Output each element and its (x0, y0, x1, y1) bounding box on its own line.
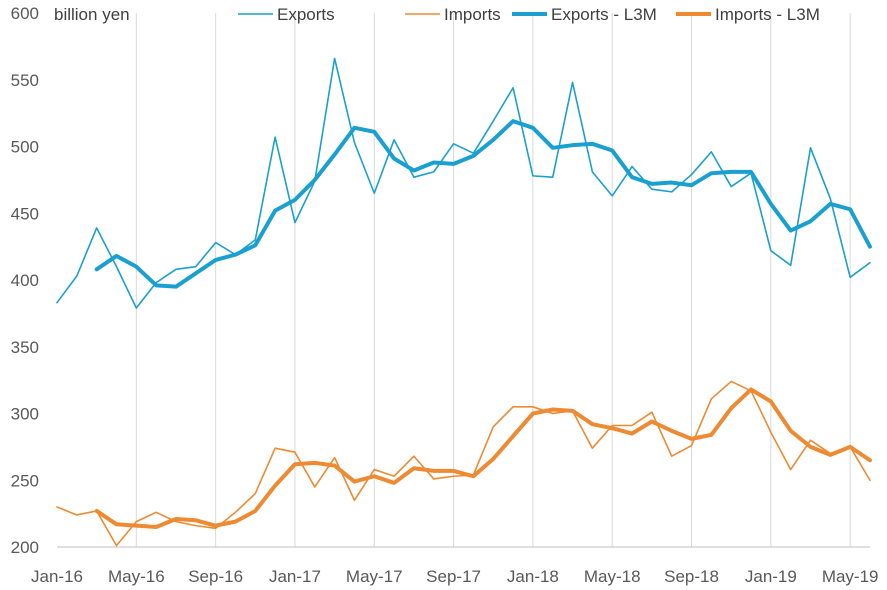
x-tick-label: Sep-16 (188, 567, 243, 586)
y-tick-label: 250 (11, 471, 39, 490)
series-line-exports-l3m (94, 119, 872, 289)
y-tick-label: 200 (11, 538, 39, 557)
series-line-exports (56, 57, 871, 309)
x-tick-label: May-19 (822, 567, 879, 586)
y-tick-label: 300 (11, 405, 39, 424)
y-tick-label: 450 (11, 204, 39, 223)
x-tick-label: May-18 (584, 567, 641, 586)
x-tick-label: Sep-17 (426, 567, 481, 586)
x-tick-label: Jan-16 (31, 567, 83, 586)
x-tick-label: Jan-17 (269, 567, 321, 586)
legend-label: Imports (444, 5, 501, 24)
x-tick-label: Jan-18 (507, 567, 559, 586)
y-axis-tick-labels: 200 250 300 350 400 450 500 550 600 (11, 4, 39, 557)
y-tick-label: 550 (11, 71, 39, 90)
legend-label: Imports - L3M (715, 5, 820, 24)
x-tick-label: May-16 (108, 567, 165, 586)
legend-label: Exports (277, 5, 335, 24)
series-lines (56, 57, 872, 547)
x-axis-tick-labels: Jan-16 May-16 Sep-16 Jan-17 May-17 Sep-17 Jan-… (31, 567, 879, 586)
vertical-gridlines (135, 13, 851, 547)
x-tick-label: May-17 (346, 567, 403, 586)
legend: Exports Imports Exports - L3M Imports - L3M (238, 5, 820, 24)
series-line-imports-l3m (94, 387, 872, 529)
y-tick-label: 400 (11, 271, 39, 290)
legend-label: Exports - L3M (551, 5, 657, 24)
x-tick-label: Sep-18 (664, 567, 719, 586)
y-tick-label: 500 (11, 138, 39, 157)
x-tick-label: Jan-19 (745, 567, 797, 586)
y-tick-label: 600 (11, 4, 39, 23)
y-axis-unit-label: billion yen (54, 5, 130, 24)
y-tick-label: 350 (11, 338, 39, 357)
